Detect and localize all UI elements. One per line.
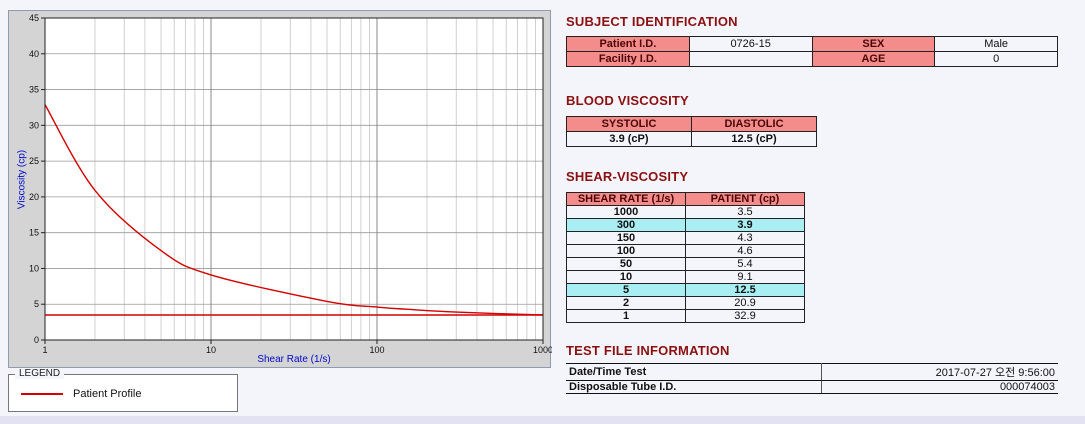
svg-text:40: 40 — [29, 49, 39, 59]
shear-row: 50 5.4 — [566, 257, 805, 271]
shear-row: 5 12.5 — [566, 283, 805, 297]
systolic-value: 3.9 (cP) — [566, 131, 692, 147]
test-file-table: Date/Time Test 2017-07-27 오전 9:56:00 Dis… — [566, 363, 1058, 394]
patient-value-cell: 5.4 — [685, 257, 805, 271]
diastolic-header: DIASTOLIC — [691, 116, 817, 132]
shear-rate-cell: 1 — [566, 309, 686, 323]
facility-id-label: Facility I.D. — [566, 51, 690, 67]
viscosity-chart: 0 5 10 15 20 25 30 35 40 45 1 10 100 1000 — [29, 13, 552, 355]
shear-rate-cell: 50 — [566, 257, 686, 271]
svg-text:30: 30 — [29, 120, 39, 130]
sex-value: Male — [934, 36, 1058, 52]
svg-text:1: 1 — [42, 345, 47, 355]
shear-rate-cell: 300 — [566, 218, 686, 232]
shear-row: 1 32.9 — [566, 309, 805, 323]
chart-legend: LEGEND Patient Profile — [8, 368, 238, 412]
shear-rate-cell: 5 — [566, 283, 686, 297]
shear-row: 300 3.9 — [566, 218, 805, 232]
shear-rate-cell: 1000 — [566, 205, 686, 219]
table-header-row: SHEAR RATE (1/s) PATIENT (cp) — [566, 192, 805, 206]
disposable-tube-id-value: 000074003 — [820, 380, 1058, 394]
patient-value-cell: 20.9 — [685, 296, 805, 310]
x-axis-label: Shear Rate (1/s) — [257, 354, 331, 365]
patient-value-cell: 4.3 — [685, 231, 805, 245]
y-axis-label: Viscosity (cp) — [16, 149, 28, 210]
patient-value-cell: 9.1 — [685, 270, 805, 284]
table-row: Patient I.D. 0726-15 SEX Male — [566, 36, 1058, 52]
shear-rate-cell: 10 — [566, 270, 686, 284]
age-value: 0 — [934, 51, 1058, 67]
shear-rate-cell: 2 — [566, 296, 686, 310]
table-row: Disposable Tube I.D. 000074003 — [566, 380, 1058, 394]
patient-value-cell: 3.5 — [685, 205, 805, 219]
age-label: AGE — [811, 51, 936, 67]
svg-text:0: 0 — [34, 335, 39, 345]
subject-identification-title: SUBJECT IDENTIFICATION — [566, 14, 738, 29]
shear-row: 1000 3.5 — [566, 205, 805, 219]
systolic-header: SYSTOLIC — [566, 116, 692, 132]
test-file-information-title: TEST FILE INFORMATION — [566, 343, 730, 358]
patient-cp-header: PATIENT (cp) — [685, 192, 805, 206]
patient-value-cell: 32.9 — [685, 309, 805, 323]
report-details: SUBJECT IDENTIFICATION Patient I.D. 0726… — [566, 14, 1058, 394]
viscosity-chart-panel: 0 5 10 15 20 25 30 35 40 45 1 10 100 1000 Viscosity (… — [8, 10, 552, 368]
disposable-tube-id-label: Disposable Tube I.D. — [566, 380, 821, 394]
svg-text:20: 20 — [29, 192, 39, 202]
patient-id-value: 0726-15 — [688, 36, 813, 52]
svg-text:5: 5 — [34, 299, 39, 309]
svg-text:25: 25 — [29, 156, 39, 166]
date-time-test-label: Date/Time Test — [566, 363, 821, 381]
svg-text:45: 45 — [29, 13, 39, 23]
blood-viscosity-table: SYSTOLIC DIASTOLIC 3.9 (cP) 12.5 (cP) — [566, 116, 817, 147]
facility-id-value — [688, 51, 813, 67]
subject-identification-table: Patient I.D. 0726-15 SEX Male Facility I… — [566, 36, 1058, 67]
shear-row: 2 20.9 — [566, 296, 805, 310]
blood-viscosity-title: BLOOD VISCOSITY — [566, 93, 689, 108]
date-time-test-value: 2017-07-27 오전 9:56:00 — [820, 363, 1058, 381]
shear-rate-cell: 100 — [566, 244, 686, 258]
patient-id-label: Patient I.D. — [566, 36, 690, 52]
shear-viscosity-title: SHEAR-VISCOSITY — [566, 169, 689, 184]
svg-text:10: 10 — [29, 263, 39, 273]
legend-title: LEGEND — [15, 368, 65, 379]
window-bottom-strip — [0, 416, 1085, 424]
patient-value-cell: 3.9 — [685, 218, 805, 232]
svg-text:100: 100 — [369, 345, 384, 355]
shear-row: 100 4.6 — [566, 244, 805, 258]
svg-text:35: 35 — [29, 85, 39, 95]
sex-label: SEX — [811, 36, 936, 52]
patient-profile-line-swatch — [21, 393, 63, 395]
shear-row: 150 4.3 — [566, 231, 805, 245]
table-row: SYSTOLIC DIASTOLIC — [566, 116, 817, 132]
table-row: Facility I.D. AGE 0 — [566, 51, 1058, 67]
legend-item: Patient Profile — [21, 388, 237, 400]
patient-value-cell: 4.6 — [685, 244, 805, 258]
svg-text:10: 10 — [206, 345, 216, 355]
legend-item-label: Patient Profile — [73, 388, 142, 400]
shear-row: 10 9.1 — [566, 270, 805, 284]
table-row: 3.9 (cP) 12.5 (cP) — [566, 131, 817, 147]
shear-viscosity-table: SHEAR RATE (1/s) PATIENT (cp) 1000 3.5 3… — [566, 192, 805, 323]
patient-value-cell: 12.5 — [685, 283, 805, 297]
shear-rate-header: SHEAR RATE (1/s) — [566, 192, 686, 206]
svg-text:1000: 1000 — [533, 345, 552, 355]
table-row: Date/Time Test 2017-07-27 오전 9:56:00 — [566, 363, 1058, 381]
shear-rate-cell: 150 — [566, 231, 686, 245]
diastolic-value: 12.5 (cP) — [691, 131, 817, 147]
svg-text:15: 15 — [29, 228, 39, 238]
